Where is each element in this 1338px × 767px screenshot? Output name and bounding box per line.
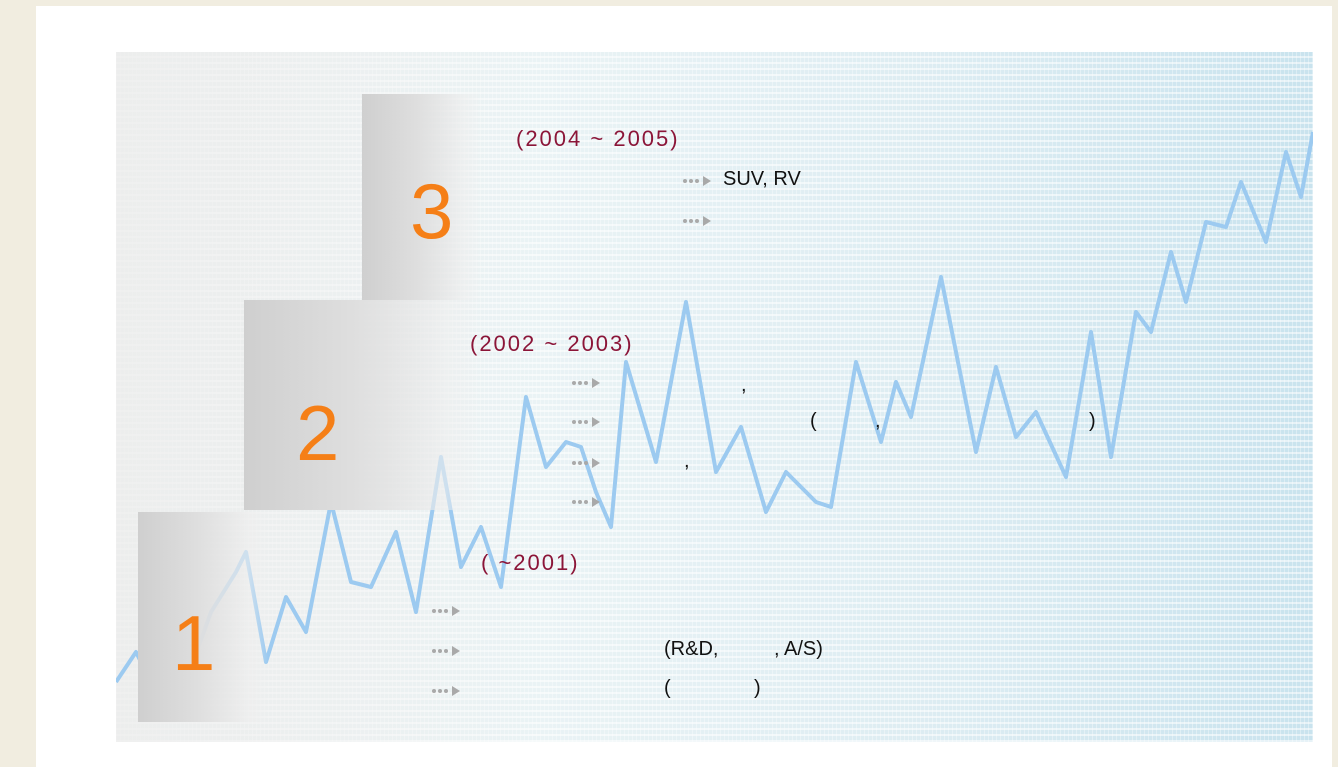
trend-line-graphic [116,131,1313,684]
stage-2-period: (2002 ~ 2003) [470,331,634,356]
stage-2-item-2-close-paren: ) [1089,410,1096,432]
stage-3-period: (2004 ~ 2005) [516,126,680,151]
stage-2-item-2-open-paren: ( [810,410,817,432]
stage-2-bullet-1-icon [571,377,603,389]
stage-2-bullet-2-icon [571,416,603,428]
stage-2-bullet-3-icon [571,457,603,469]
slide: 3 2 1 (2004 ~ 2005) (2002 ~ 2003) ( ~200… [36,6,1332,767]
stage-1-item-2-text: (R&D, , A/S) [664,638,823,660]
step-3-number: 3 [410,167,454,255]
background-panel: 3 2 1 (2004 ~ 2005) (2002 ~ 2003) ( ~200… [116,52,1313,742]
stage-2-bullet-4-icon [571,496,603,508]
stage-2-item-2-comma: , [875,410,881,432]
stage-3-bullet-1-icon [682,175,714,187]
step-2-block [244,300,482,510]
stage-1-bullet-2-icon [431,645,463,657]
step-3-block [362,94,482,300]
stage-1-bullet-3-icon [431,685,463,697]
stage-3-item-1-text: SUV, RV [723,168,801,190]
stage-1-bullet-1-icon [431,605,463,617]
stage-1-period: ( ~2001) [481,550,580,575]
step-2-number: 2 [296,389,340,477]
stage-1-item-3-text: ( ) [664,677,761,699]
stage-2-item-1-comma: , [741,374,747,396]
trend-line [116,131,1313,684]
step-1-number: 1 [172,599,216,687]
stage-3-bullet-2-icon [682,215,714,227]
stage-2-item-3-comma: , [684,450,690,472]
step-1-block [138,512,268,722]
